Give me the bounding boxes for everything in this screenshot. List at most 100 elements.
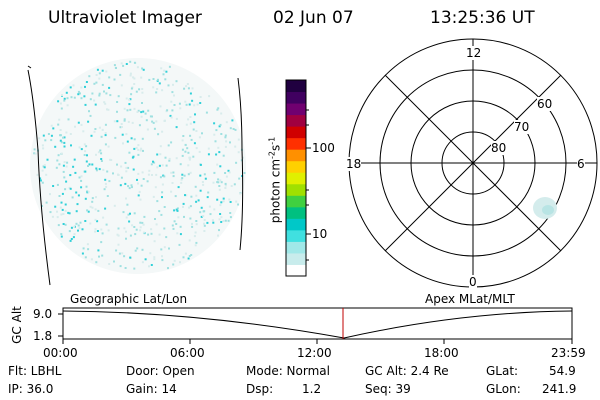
polar-aurora-patch	[533, 197, 557, 219]
image-pixel	[107, 108, 110, 111]
image-pixel	[137, 182, 139, 185]
image-pixel	[191, 225, 194, 228]
image-pixel	[54, 205, 57, 208]
image-pixel	[208, 205, 211, 208]
image-pixel	[70, 144, 72, 147]
image-pixel	[137, 109, 140, 112]
image-pixel	[213, 133, 216, 136]
image-pixel	[150, 232, 153, 235]
image-pixel	[89, 98, 92, 101]
image-pixel	[96, 220, 99, 223]
image-pixel	[133, 138, 136, 141]
image-pixel	[100, 241, 103, 244]
image-pixel	[168, 65, 171, 68]
image-pixel	[80, 175, 83, 178]
image-pixel	[96, 68, 99, 71]
image-pixel	[78, 227, 81, 230]
image-pixel	[91, 92, 94, 95]
image-pixel	[237, 203, 240, 206]
image-pixel	[162, 174, 165, 177]
image-pixel	[130, 87, 133, 90]
image-pixel	[187, 257, 190, 260]
image-pixel	[217, 178, 220, 181]
image-pixel	[203, 210, 206, 213]
image-pixel	[63, 99, 66, 102]
image-pixel	[233, 183, 236, 186]
image-pixel	[152, 160, 154, 163]
image-pixel	[57, 100, 60, 103]
image-pixel	[139, 226, 142, 229]
image-pixel	[229, 212, 232, 214]
image-pixel	[107, 145, 110, 148]
timeline-right-title: Apex MLat/MLT	[425, 292, 515, 306]
image-pixel	[105, 70, 108, 73]
image-pixel	[125, 197, 127, 200]
image-pixel	[207, 191, 210, 194]
image-pixel	[191, 99, 194, 102]
timeline-xtick-0600: 06:00	[170, 346, 205, 360]
image-pixel	[129, 72, 132, 75]
image-pixel	[101, 69, 104, 72]
image-pixel	[203, 230, 206, 232]
image-pixel	[126, 140, 129, 143]
image-pixel	[163, 246, 166, 249]
image-pixel	[128, 103, 131, 106]
image-pixel	[64, 223, 67, 226]
image-pixel	[167, 267, 169, 270]
image-pixel	[182, 202, 185, 205]
image-pixel	[178, 102, 181, 105]
image-pixel	[129, 212, 131, 215]
image-pixel	[68, 186, 71, 189]
image-pixel	[228, 198, 231, 201]
image-pixel	[150, 163, 153, 166]
image-pixel	[198, 150, 201, 153]
image-pixel	[70, 96, 73, 99]
image-pixel	[101, 254, 104, 257]
image-pixel	[70, 226, 73, 229]
image-pixel	[99, 149, 102, 152]
image-pixel	[134, 249, 137, 252]
image-pixel	[137, 144, 140, 147]
image-pixel	[41, 169, 44, 172]
image-pixel	[81, 228, 84, 231]
image-pixel	[86, 191, 89, 194]
image-pixel	[120, 123, 123, 125]
image-pixel	[141, 221, 144, 224]
image-pixel	[173, 259, 176, 262]
image-pixel	[95, 167, 98, 170]
image-pixel	[222, 220, 225, 222]
polar-plot	[348, 38, 598, 288]
polar-label-18: 18	[346, 157, 362, 171]
image-pixel	[229, 141, 231, 144]
image-pixel	[184, 150, 187, 153]
image-pixel	[55, 166, 58, 169]
image-pixel	[94, 103, 97, 106]
image-pixel	[149, 252, 152, 255]
timeline-ytick-9: 9.0	[33, 307, 53, 321]
image-pixel	[125, 166, 128, 169]
image-pixel	[170, 190, 173, 193]
image-pixel	[141, 67, 144, 70]
image-pixel	[83, 143, 86, 146]
status-glat: GLat:	[486, 364, 519, 378]
image-pixel	[146, 128, 149, 131]
image-pixel	[180, 178, 183, 181]
image-pixel	[134, 233, 137, 236]
image-pixel	[106, 108, 108, 111]
image-pixel	[95, 196, 97, 199]
image-pixel	[203, 173, 206, 176]
image-pixel	[137, 172, 140, 175]
image-pixel	[195, 241, 198, 244]
image-pixel	[80, 86, 83, 89]
image-pixel	[39, 177, 42, 180]
image-pixel	[224, 184, 227, 187]
image-pixel	[59, 139, 62, 142]
image-pixel	[161, 130, 164, 133]
image-pixel	[164, 78, 167, 81]
image-pixel	[229, 216, 232, 219]
image-pixel	[116, 120, 119, 123]
image-pixel	[60, 213, 63, 216]
image-pixel	[59, 206, 62, 209]
image-pixel	[129, 108, 132, 111]
image-pixel	[217, 107, 220, 110]
